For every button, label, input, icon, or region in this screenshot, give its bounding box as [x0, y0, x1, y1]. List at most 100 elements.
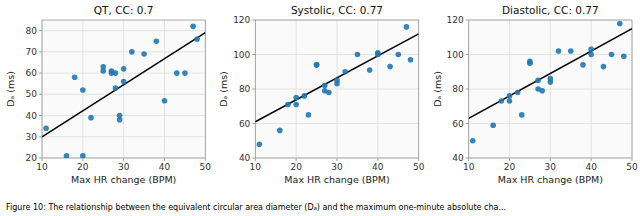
- tick: [418, 158, 419, 161]
- point: [408, 57, 414, 63]
- tick: [255, 158, 256, 161]
- point: [617, 21, 623, 27]
- point: [588, 52, 594, 58]
- tick-label: 20: [26, 153, 38, 163]
- point: [154, 38, 160, 44]
- point: [302, 93, 308, 99]
- point: [609, 52, 615, 58]
- point: [194, 36, 200, 42]
- tick: [42, 158, 43, 161]
- point: [588, 47, 594, 53]
- tick-label: 10: [463, 162, 475, 172]
- tick-label: 70: [26, 47, 38, 57]
- tick: [296, 158, 297, 161]
- point: [306, 112, 312, 118]
- tick-label: 40: [239, 153, 251, 163]
- tick-label: 40: [585, 162, 597, 172]
- y-axis-label: Dₐ (ms): [5, 71, 16, 107]
- tick-label: 80: [26, 26, 38, 36]
- point: [342, 69, 348, 75]
- point: [326, 90, 332, 96]
- caption: Figure 10: The relationship between the …: [6, 203, 506, 212]
- panel: 102030405020304050607080QT, CC: 0.7Max H…: [5, 4, 211, 185]
- point: [535, 78, 541, 84]
- tick: [466, 20, 469, 21]
- tick: [82, 158, 83, 161]
- tick: [466, 158, 469, 159]
- tick: [39, 158, 42, 159]
- tick: [39, 30, 42, 31]
- tick: [252, 158, 255, 159]
- grid-line: [42, 136, 205, 137]
- plot-frame: [255, 20, 418, 158]
- plot-background: [469, 20, 632, 158]
- data-area: [255, 24, 418, 147]
- tick-label: 40: [452, 153, 464, 163]
- x-axis-label: Max HR change (BPM): [71, 174, 176, 185]
- tick: [252, 54, 255, 55]
- tick-label: 30: [26, 132, 38, 142]
- grid-line: [255, 123, 418, 124]
- title: Systolic, CC: 0.77: [291, 4, 383, 16]
- regression-line: [469, 29, 632, 119]
- tick-label: 40: [159, 162, 171, 172]
- point: [80, 153, 86, 158]
- point: [182, 70, 188, 76]
- tick: [39, 94, 42, 95]
- point: [568, 48, 574, 54]
- regression-line: [42, 33, 205, 137]
- grid-line: [255, 54, 418, 55]
- point: [72, 75, 78, 81]
- tick: [164, 158, 165, 161]
- point: [490, 122, 496, 128]
- tick-label: 100: [233, 50, 250, 60]
- point: [100, 64, 106, 70]
- point: [113, 70, 119, 76]
- tick: [252, 123, 255, 124]
- grid-line: [42, 30, 205, 31]
- data-area: [42, 24, 205, 158]
- tick-label: 50: [200, 162, 212, 172]
- point: [355, 52, 361, 58]
- point: [387, 64, 393, 70]
- tick: [377, 158, 378, 161]
- point: [322, 83, 328, 89]
- grid-line: [123, 20, 124, 158]
- tick-label: 20: [504, 162, 516, 172]
- tick-label: 20: [290, 162, 302, 172]
- point: [539, 88, 545, 94]
- point: [293, 95, 299, 101]
- tick-label: 40: [372, 162, 384, 172]
- point: [314, 62, 320, 68]
- plot-background: [255, 20, 418, 158]
- tick: [632, 158, 633, 161]
- tick: [509, 158, 510, 161]
- tick-label: 40: [26, 111, 38, 121]
- tick-label: 80: [239, 84, 251, 94]
- point: [519, 112, 525, 118]
- point: [64, 153, 70, 158]
- tick: [123, 158, 124, 161]
- point: [515, 90, 521, 96]
- tick: [39, 115, 42, 116]
- regression-line: [255, 34, 418, 122]
- tick: [337, 158, 338, 161]
- point: [43, 125, 49, 131]
- tick-label: 60: [452, 119, 464, 129]
- tick-label: 30: [331, 162, 343, 172]
- point: [527, 60, 533, 66]
- point: [121, 66, 127, 72]
- point: [621, 53, 627, 59]
- point: [395, 52, 401, 58]
- point: [580, 62, 586, 68]
- point: [121, 79, 127, 85]
- tick: [205, 158, 206, 161]
- point: [367, 67, 373, 73]
- figure: 102030405020304050607080QT, CC: 0.7Max H…: [0, 0, 640, 216]
- point: [285, 102, 291, 108]
- x-axis-label: Max HR change (BPM): [498, 174, 603, 185]
- point: [113, 85, 119, 91]
- point: [375, 52, 381, 58]
- grid-line: [42, 73, 205, 74]
- plot-background: [42, 20, 205, 158]
